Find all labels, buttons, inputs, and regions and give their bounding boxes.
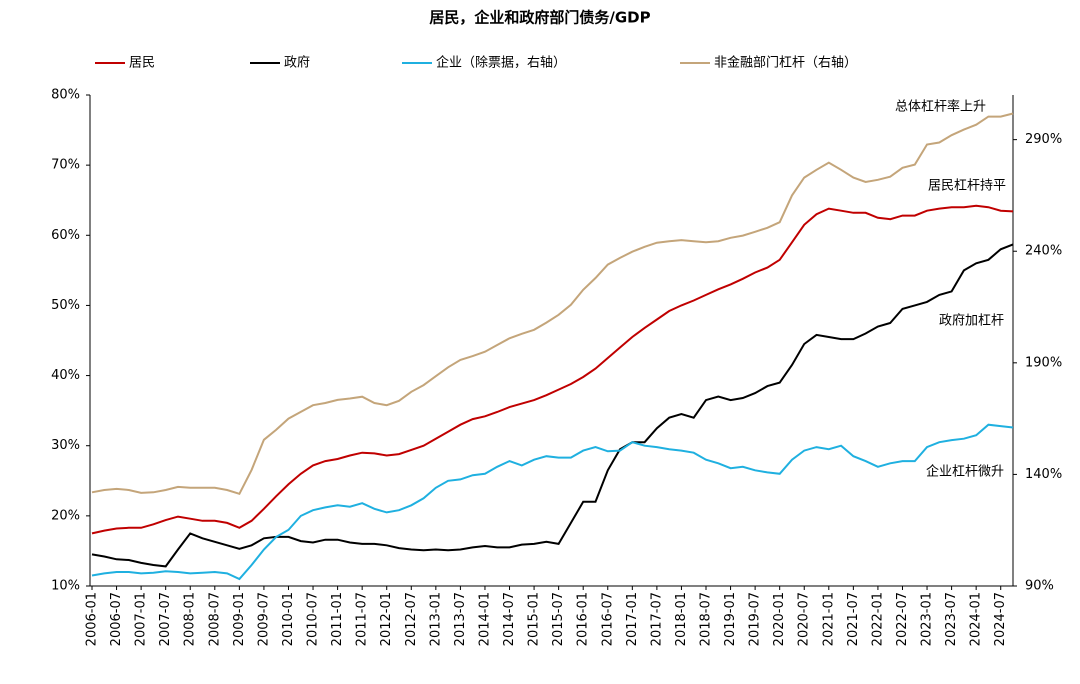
x-tick-label: 2016-07 bbox=[600, 592, 615, 646]
annotation: 政府加杠杆 bbox=[939, 313, 1004, 329]
x-tick-label: 2020-07 bbox=[797, 592, 812, 646]
x-tick-label: 2006-07 bbox=[109, 592, 124, 646]
y2-tick-label: 290% bbox=[1025, 132, 1062, 147]
x-tick-label: 2007-01 bbox=[134, 592, 149, 646]
series-line bbox=[91, 423, 1014, 581]
series-line bbox=[91, 204, 1014, 535]
x-tick-label: 2023-01 bbox=[920, 592, 935, 646]
x-tick-label: 2022-07 bbox=[895, 592, 910, 646]
y2-tick-label: 90% bbox=[1025, 579, 1054, 594]
x-tick-label: 2014-07 bbox=[502, 592, 517, 646]
x-tick-label: 2012-07 bbox=[404, 592, 419, 646]
x-tick-label: 2013-01 bbox=[428, 592, 443, 646]
x-tick-label: 2009-01 bbox=[232, 592, 247, 646]
x-tick-label: 2015-07 bbox=[551, 592, 566, 646]
y-tick-label: 40% bbox=[51, 368, 80, 383]
x-tick-label: 2011-07 bbox=[355, 592, 370, 646]
y2-tick-label: 140% bbox=[1025, 467, 1062, 482]
x-tick-label: 2008-01 bbox=[183, 592, 198, 646]
x-tick-label: 2018-01 bbox=[674, 592, 689, 646]
legend-label: 政府 bbox=[284, 56, 310, 71]
y-tick-label: 70% bbox=[51, 158, 80, 173]
x-tick-label: 2022-01 bbox=[870, 592, 885, 646]
x-tick-label: 2014-01 bbox=[477, 592, 492, 646]
y-tick-label: 10% bbox=[51, 579, 80, 594]
legend-label: 非金融部门杠杆（右轴） bbox=[714, 55, 857, 71]
series-line bbox=[91, 243, 1014, 568]
x-tick-label: 2023-07 bbox=[944, 592, 959, 646]
x-tick-label: 2017-07 bbox=[649, 592, 664, 646]
y-tick-label: 20% bbox=[51, 508, 80, 523]
x-tick-label: 2015-01 bbox=[527, 592, 542, 646]
x-tick-label: 2020-01 bbox=[772, 592, 787, 646]
y-tick-label: 80% bbox=[51, 88, 80, 103]
x-tick-label: 2007-07 bbox=[158, 592, 173, 646]
x-tick-label: 2013-07 bbox=[453, 592, 468, 646]
x-tick-label: 2010-07 bbox=[306, 592, 321, 646]
y-tick-label: 30% bbox=[51, 438, 80, 453]
y-tick-label: 60% bbox=[51, 228, 80, 243]
x-tick-label: 2024-07 bbox=[993, 592, 1008, 646]
y-tick-label: 50% bbox=[51, 298, 80, 313]
annotation: 总体杠杆率上升 bbox=[895, 99, 986, 115]
x-tick-label: 2021-07 bbox=[846, 592, 861, 646]
x-tick-label: 2019-07 bbox=[748, 592, 763, 646]
chart-title: 居民，企业和政府部门债务/GDP bbox=[429, 9, 650, 27]
legend-label: 企业（除票据，右轴） bbox=[436, 55, 566, 71]
x-tick-label: 2024-01 bbox=[969, 592, 984, 646]
x-tick-label: 2011-01 bbox=[330, 592, 345, 646]
x-tick-label: 2021-01 bbox=[821, 592, 836, 646]
annotation: 居民杠杆持平 bbox=[928, 178, 1006, 194]
x-tick-label: 2008-07 bbox=[207, 592, 222, 646]
x-tick-label: 2012-01 bbox=[379, 592, 394, 646]
x-tick-label: 2006-01 bbox=[85, 592, 100, 646]
annotation: 企业杠杆微升 bbox=[926, 464, 1004, 480]
x-tick-label: 2018-07 bbox=[699, 592, 714, 646]
x-tick-label: 2017-01 bbox=[625, 592, 640, 646]
x-tick-label: 2019-01 bbox=[723, 592, 738, 646]
x-tick-label: 2010-01 bbox=[281, 592, 296, 646]
x-tick-label: 2009-07 bbox=[256, 592, 271, 646]
series-line bbox=[91, 112, 1014, 496]
x-tick-label: 2016-01 bbox=[576, 592, 591, 646]
legend-label: 居民 bbox=[129, 56, 155, 71]
y2-tick-label: 190% bbox=[1025, 355, 1062, 370]
y2-tick-label: 240% bbox=[1025, 244, 1062, 259]
